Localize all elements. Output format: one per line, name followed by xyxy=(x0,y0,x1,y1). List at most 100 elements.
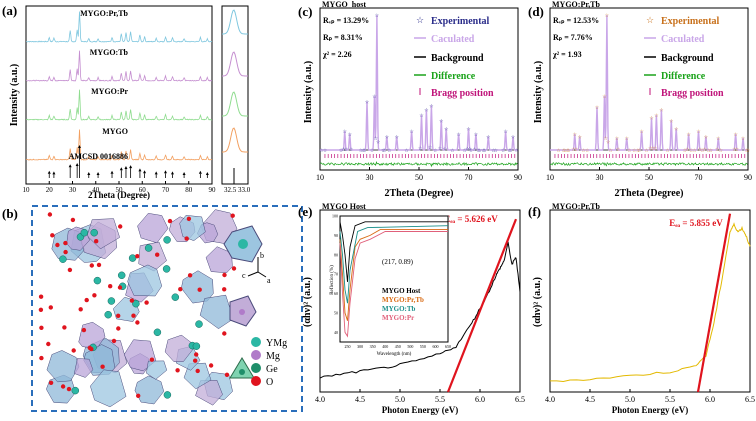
atom-o xyxy=(187,273,193,278)
atom-o xyxy=(155,252,160,257)
atom-ymg xyxy=(107,297,116,305)
experimental-point: ☆ xyxy=(439,118,444,124)
panel-d: (d) MYGO:Pr,Tb Rᵥₚ = 12.53% Rₚ = 7.76% χ… xyxy=(526,0,756,200)
inset-x-tick: 450 xyxy=(395,344,401,349)
reference-stick-head xyxy=(143,170,147,174)
atom-o xyxy=(231,266,237,271)
atom-o xyxy=(48,380,54,385)
zoom-trace xyxy=(222,9,248,35)
experimental-point: ☆ xyxy=(563,148,568,154)
experimental-point: ☆ xyxy=(469,148,474,154)
panel-c-letter: (c) xyxy=(298,4,312,19)
trace-label-pr: MYGO:Pr xyxy=(91,87,128,96)
xrd-trace xyxy=(25,50,213,82)
experimental-point: ☆ xyxy=(649,116,654,122)
x-tick-label: 6.0 xyxy=(475,395,485,404)
reference-stick-head xyxy=(170,171,174,175)
experimental-point: ☆ xyxy=(482,148,487,154)
a-tick-label: 90 xyxy=(209,186,217,194)
atom-o xyxy=(194,352,199,357)
inset-y-tick: 90 xyxy=(334,233,338,238)
panel-a-xlabel: 2Theta (Degree) xyxy=(88,190,150,200)
legend-label: Caculated xyxy=(431,34,475,45)
experimental-point: ☆ xyxy=(639,129,644,135)
a-tick-label: 70 xyxy=(162,186,170,194)
inset-y-tick: 80 xyxy=(334,252,338,257)
x-tick-label: 4.5 xyxy=(355,395,365,404)
inset-y-tick: 60 xyxy=(334,291,338,296)
atom-o xyxy=(81,327,87,333)
experimental-point: ☆ xyxy=(418,146,423,152)
experimental-point: ☆ xyxy=(719,148,724,154)
atom-o xyxy=(195,368,200,374)
reference-stick-head xyxy=(182,172,186,175)
atom-o xyxy=(108,284,113,289)
experimental-point: ☆ xyxy=(653,146,658,152)
atom-o xyxy=(116,313,121,318)
experimental-point: ☆ xyxy=(370,148,375,154)
legend-label: Caculated xyxy=(661,34,705,45)
experimental-point: ☆ xyxy=(674,126,679,132)
reference-stick-head xyxy=(52,171,56,175)
atom-o xyxy=(48,305,53,310)
zoom-tick-0: 32.5 xyxy=(224,186,237,194)
zoom-trace xyxy=(222,91,248,117)
experimental-point: ☆ xyxy=(319,148,324,154)
atom-o xyxy=(129,298,135,303)
x-tick-label: 30 xyxy=(366,173,374,182)
a-tick-label: 80 xyxy=(185,186,193,194)
panel-d-svg: (d) MYGO:Pr,Tb Rᵥₚ = 12.53% Rₚ = 7.76% χ… xyxy=(528,0,752,199)
experimental-point: ☆ xyxy=(616,147,621,153)
panel-e-eg: Eₑₐ = 5.626 eV xyxy=(444,214,498,224)
xrd-trace xyxy=(26,11,213,43)
experimental-point: ☆ xyxy=(501,148,506,154)
polyhedron xyxy=(134,375,165,405)
experimental-point: ☆ xyxy=(376,140,381,146)
reference-stick-head xyxy=(47,170,51,174)
atom-o xyxy=(89,263,95,268)
experimental-point: ☆ xyxy=(665,148,670,154)
x-tick-label: 90 xyxy=(514,173,522,182)
trace-label-prtb: MYGO:Pr,Tb xyxy=(80,9,128,18)
x-tick-label: 5.5 xyxy=(435,395,445,404)
atom-o xyxy=(222,287,227,292)
experimental-point: ☆ xyxy=(683,148,688,154)
experimental-point: ☆ xyxy=(650,146,655,152)
calculated-curve xyxy=(320,14,518,151)
zoom-trace xyxy=(222,51,248,77)
reference-stick-head xyxy=(96,172,100,175)
experimental-point: ☆ xyxy=(409,129,414,135)
atom-o xyxy=(222,331,227,336)
crystal-axes xyxy=(247,257,267,278)
atom-ymg xyxy=(144,244,153,252)
experimental-point: ☆ xyxy=(493,148,498,154)
experimental-point: ☆ xyxy=(716,136,721,142)
experimental-point: ☆ xyxy=(486,135,491,141)
atom-ymg xyxy=(163,236,171,244)
experimental-point: ☆ xyxy=(733,132,738,138)
atom-o xyxy=(149,357,155,362)
experimental-point: ☆ xyxy=(636,148,641,154)
panel-c-stat-2: χ² = 2.26 xyxy=(322,50,352,59)
panel-e: (e) MYGO Host Eₑₐ = 5.626 eV 4.0 4.5 5.0 5.… xyxy=(296,200,526,416)
experimental-point: ☆ xyxy=(508,148,513,154)
panel-f-plot xyxy=(550,213,751,393)
panel-c-legend: ☆ Experimental Caculated Background Differen… xyxy=(414,15,494,99)
reference-stick-head xyxy=(75,163,79,166)
tauc-curve xyxy=(550,222,751,383)
inset-y-tick: 100 xyxy=(332,214,338,219)
atom-o xyxy=(39,355,44,361)
atom-o xyxy=(63,249,68,255)
atom-o xyxy=(60,384,66,389)
experimental-point: ☆ xyxy=(571,147,576,153)
experimental-point: ☆ xyxy=(491,148,496,154)
a-tick-label: 20 xyxy=(46,186,54,194)
atom-ymg xyxy=(163,391,172,399)
reference-stick-head xyxy=(205,172,209,175)
polyhedron xyxy=(195,380,223,406)
legend-dot-mg xyxy=(251,350,261,360)
atom-o xyxy=(144,300,149,305)
atom-o xyxy=(62,325,67,330)
experimental-point: ☆ xyxy=(746,148,751,154)
panel-c-xticks: 10 30 50 70 90 xyxy=(316,167,522,182)
